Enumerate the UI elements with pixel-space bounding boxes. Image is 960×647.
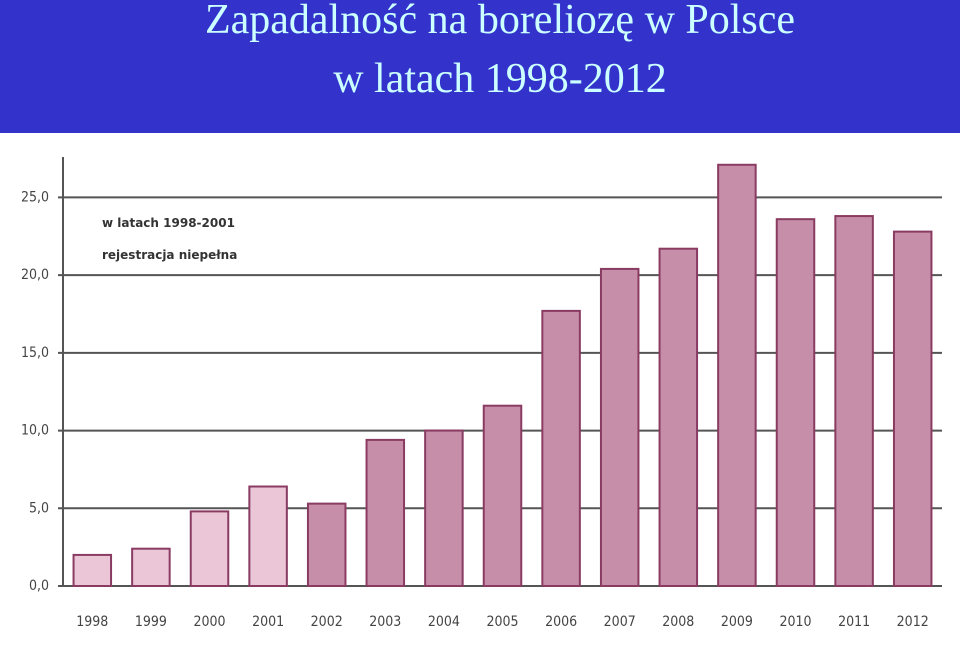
annotation: rejestracja niepełna xyxy=(102,248,237,262)
chart-title: Zapadalność na boreliozę w Polsce xyxy=(205,0,795,43)
x-tick-label: 2003 xyxy=(369,614,401,630)
y-tick-label: 15,0 xyxy=(21,345,49,361)
y-tick-label: 5,0 xyxy=(29,500,49,516)
x-tick-label: 2012 xyxy=(897,614,929,630)
x-tick-label: 2011 xyxy=(838,614,870,630)
y-tick-label: 20,0 xyxy=(21,267,49,283)
bar xyxy=(365,438,406,587)
bar xyxy=(658,247,699,588)
bar xyxy=(72,553,113,587)
bar xyxy=(248,485,288,587)
x-tick-label: 2008 xyxy=(662,614,694,630)
annotation: w latach 1998-2001 xyxy=(102,216,235,230)
chart-subtitle: w latach 1998-2012 xyxy=(333,56,667,102)
y-tick-label: 25,0 xyxy=(21,189,49,205)
x-tick-label: 2010 xyxy=(779,614,811,630)
x-tick-label: 2001 xyxy=(252,614,284,630)
x-tick-label: 2005 xyxy=(486,614,518,630)
bar xyxy=(717,163,757,588)
x-tick-label: 1998 xyxy=(76,614,108,630)
y-tick-label: 10,0 xyxy=(21,423,49,439)
bar xyxy=(189,510,230,587)
x-tick-label: 2006 xyxy=(545,614,577,630)
x-tick-label: 1999 xyxy=(135,614,167,630)
x-tick-label: 2000 xyxy=(193,614,225,630)
bar xyxy=(775,218,816,587)
bar xyxy=(599,267,640,587)
bar xyxy=(834,215,874,587)
bar xyxy=(131,547,171,588)
y-tick-label: 0,0 xyxy=(29,578,49,594)
header-band xyxy=(0,0,960,133)
x-tick-label: 2007 xyxy=(604,614,636,630)
bar xyxy=(306,502,347,587)
x-tick-label: 2009 xyxy=(721,614,753,630)
x-tick-label: 2002 xyxy=(311,614,343,630)
bar xyxy=(424,429,464,587)
x-tick-label: 2004 xyxy=(428,614,460,630)
bar xyxy=(541,309,581,587)
bar xyxy=(892,230,933,587)
bar xyxy=(482,404,523,587)
